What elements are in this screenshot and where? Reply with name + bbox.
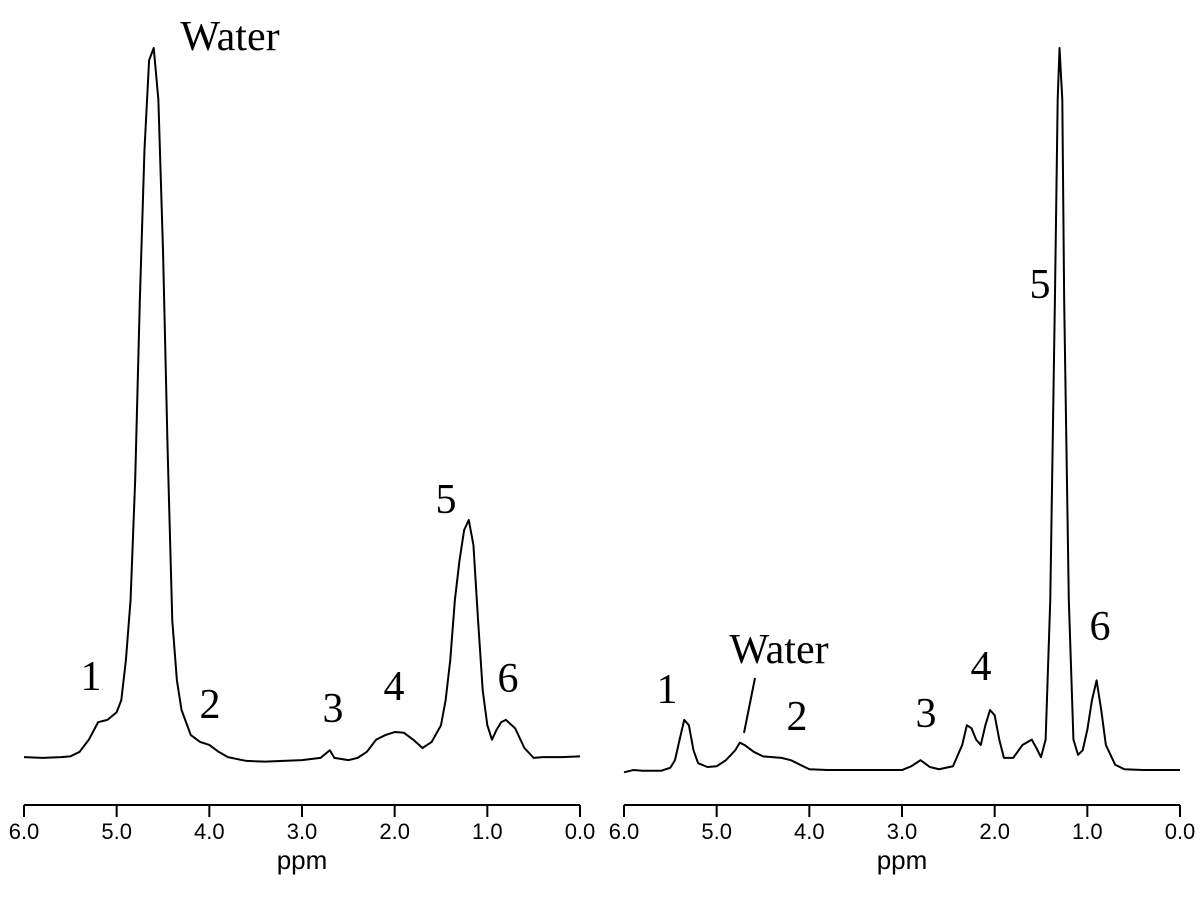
peak-label: 3	[916, 691, 937, 737]
x-tick-label: 0.0	[1165, 819, 1196, 844]
x-tick-label: 6.0	[609, 819, 640, 844]
peak-label: 4	[971, 644, 992, 690]
x-tick-label: 5.0	[701, 819, 732, 844]
peak-label: 2	[787, 694, 808, 740]
x-tick-label: 2.0	[979, 819, 1010, 844]
peak-label: 5	[436, 477, 457, 523]
x-axis-label: ppm	[277, 845, 328, 875]
spectrum-line	[23, 47, 581, 763]
leader-line	[743, 677, 756, 734]
x-axis-label: ppm	[877, 845, 928, 875]
peak-label: 4	[384, 664, 405, 710]
x-tick-label: 0.0	[565, 819, 596, 844]
x-tick-label: 1.0	[1072, 819, 1103, 844]
peak-label: 5	[1030, 262, 1051, 308]
spectrum-line	[623, 47, 1180, 774]
peak-label: 6	[498, 656, 519, 702]
peak-label: 6	[1090, 604, 1111, 650]
x-tick-label: 6.0	[9, 819, 40, 844]
peak-label: 2	[200, 682, 221, 728]
x-tick-label: 4.0	[794, 819, 825, 844]
x-tick-label: 5.0	[101, 819, 132, 844]
peak-label: 1	[81, 654, 102, 700]
peak-label: Water	[180, 14, 279, 60]
peak-label: 3	[323, 686, 344, 732]
x-tick-label: 4.0	[194, 819, 225, 844]
x-tick-label: 2.0	[379, 819, 410, 844]
x-tick-label: 3.0	[287, 819, 318, 844]
peak-label: Water	[729, 627, 828, 673]
x-tick-label: 1.0	[472, 819, 503, 844]
peak-label: 1	[657, 667, 678, 713]
x-tick-label: 3.0	[887, 819, 918, 844]
